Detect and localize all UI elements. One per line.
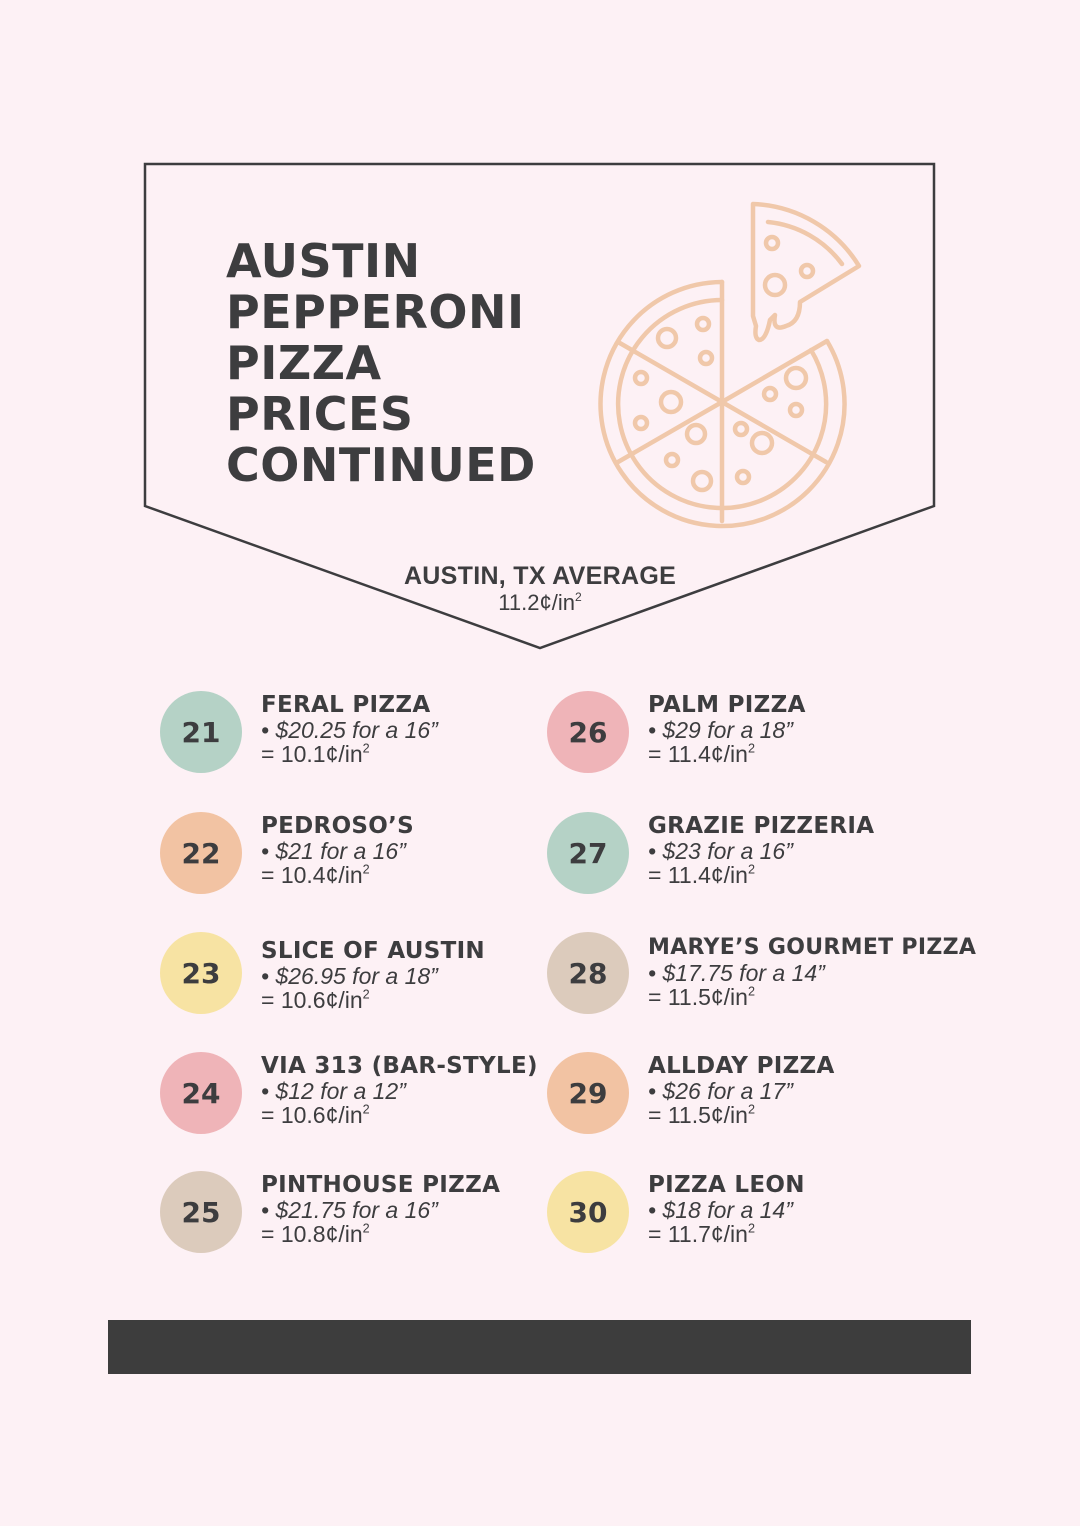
rank-badge: 22 — [160, 812, 242, 894]
entry-info: PINTHOUSE PIZZA • $21.75 for a 16” = 10.… — [261, 1172, 500, 1246]
price-line: • $12 for a 12” — [261, 1078, 406, 1104]
unit-superscript: 2 — [747, 741, 755, 756]
price-line: • $20.25 for a 16” — [261, 717, 438, 743]
pizzeria-name: MARYE’S GOURMET PIZZA — [648, 935, 977, 960]
pizzeria-name: PEDROSO’S — [261, 813, 415, 839]
ratio-text: = 10.8¢/in — [261, 1221, 363, 1247]
price-per-area: = 11.4¢/in2 — [648, 742, 806, 766]
unit-superscript: 2 — [747, 984, 755, 999]
rank-badge: 28 — [547, 932, 629, 1014]
price-per-area: = 11.7¢/in2 — [648, 1222, 805, 1246]
entry-info: SLICE OF AUSTIN • $26.95 for a 18” = 10.… — [261, 938, 485, 1012]
ratio-text: = 11.5¢/in — [648, 1102, 748, 1128]
ratio-text: = 11.4¢/in — [648, 862, 748, 888]
pizzeria-name: FERAL PIZZA — [261, 692, 431, 718]
price-per-area: = 10.8¢/in2 — [261, 1222, 500, 1246]
entry-info: GRAZIE PIZZERIA • $23 for a 16” = 11.4¢/… — [648, 813, 874, 887]
title-line: CONTINUED — [226, 438, 536, 492]
entry-info: PIZZA LEON • $18 for a 14” = 11.7¢/in2 — [648, 1172, 805, 1246]
average-label: AUSTIN, TX AVERAGE — [403, 562, 677, 590]
title-line: PEPPERONI — [226, 285, 525, 339]
entry-info: MARYE’S GOURMET PIZZA • $17.75 for a 14”… — [648, 935, 976, 1009]
ratio-text: = 11.4¢/in — [648, 741, 748, 767]
entry-info: VIA 313 (BAR-STYLE) • $12 for a 12” = 10… — [261, 1053, 538, 1127]
title-line: PRICES — [226, 387, 414, 441]
ratio-text: = 10.4¢/in — [261, 862, 363, 888]
pizzeria-name: SLICE OF AUSTIN — [261, 938, 485, 964]
unit-superscript: 2 — [574, 589, 582, 604]
unit-superscript: 2 — [362, 862, 370, 877]
unit-superscript: 2 — [362, 1221, 370, 1236]
price-per-area: = 10.6¢/in2 — [261, 1103, 538, 1127]
pizzeria-name: GRAZIE PIZZERIA — [648, 813, 875, 839]
footer-bar — [108, 1320, 971, 1374]
price-line: • $18 for a 14” — [648, 1197, 793, 1223]
rank-badge: 26 — [547, 691, 629, 773]
price-line: • $21 for a 16” — [261, 838, 406, 864]
rank-badge: 29 — [547, 1052, 629, 1134]
entry-info: ALLDAY PIZZA • $26 for a 17” = 11.5¢/in2 — [648, 1053, 835, 1127]
price-line: • $21.75 for a 16” — [261, 1197, 438, 1223]
pizzeria-name: PIZZA LEON — [648, 1172, 805, 1198]
ratio-text: = 10.6¢/in — [261, 987, 363, 1013]
price-per-area: = 10.4¢/in2 — [261, 863, 414, 887]
average-value: 11.2¢/in2 — [340, 590, 740, 616]
ratio-text: = 11.7¢/in — [648, 1221, 748, 1247]
entry-info: PEDROSO’S • $21 for a 16” = 10.4¢/in2 — [261, 813, 414, 887]
entry-info: FERAL PIZZA • $20.25 for a 16” = 10.1¢/i… — [261, 692, 438, 766]
pizza-slice-icon — [598, 201, 862, 529]
page-title: AUSTIN PEPPERONI PIZZA PRICES CONTINUED — [226, 236, 536, 491]
price-line: • $17.75 for a 14” — [648, 960, 825, 986]
pizzeria-name: PINTHOUSE PIZZA — [261, 1172, 501, 1198]
ratio-text: = 11.5¢/in — [648, 984, 748, 1010]
entry-info: PALM PIZZA • $29 for a 18” = 11.4¢/in2 — [648, 692, 806, 766]
price-line: • $26 for a 17” — [648, 1078, 793, 1104]
price-line: • $26.95 for a 18” — [261, 963, 438, 989]
title-line: AUSTIN — [226, 234, 421, 288]
rank-badge: 23 — [160, 932, 242, 1014]
ratio-text: = 10.1¢/in — [261, 741, 363, 767]
price-line: • $23 for a 16” — [648, 838, 793, 864]
rank-badge: 30 — [547, 1171, 629, 1253]
price-per-area: = 11.5¢/in2 — [648, 985, 976, 1009]
rank-badge: 21 — [160, 691, 242, 773]
price-per-area: = 10.6¢/in2 — [261, 988, 485, 1012]
rank-badge: 27 — [547, 812, 629, 894]
price-line: • $29 for a 18” — [648, 717, 793, 743]
title-line: PIZZA — [226, 336, 382, 390]
title-banner — [143, 162, 936, 650]
price-per-area: = 11.4¢/in2 — [648, 863, 874, 887]
price-per-area: = 10.1¢/in2 — [261, 742, 438, 766]
average-value-text: 11.2¢/in — [498, 590, 575, 615]
unit-superscript: 2 — [362, 741, 370, 756]
rank-badge: 24 — [160, 1052, 242, 1134]
price-per-area: = 11.5¢/in2 — [648, 1103, 835, 1127]
unit-superscript: 2 — [362, 1102, 370, 1117]
rank-badge: 25 — [160, 1171, 242, 1253]
unit-superscript: 2 — [747, 1221, 755, 1236]
ratio-text: = 10.6¢/in — [261, 1102, 363, 1128]
pizzeria-name: PALM PIZZA — [648, 692, 806, 718]
unit-superscript: 2 — [747, 1102, 755, 1117]
unit-superscript: 2 — [747, 862, 755, 877]
average-box: AUSTIN, TX AVERAGE 11.2¢/in2 — [340, 562, 740, 616]
pizzeria-name: VIA 313 (BAR-STYLE) — [261, 1053, 538, 1079]
unit-superscript: 2 — [362, 987, 370, 1002]
pizzeria-name: ALLDAY PIZZA — [648, 1053, 835, 1079]
